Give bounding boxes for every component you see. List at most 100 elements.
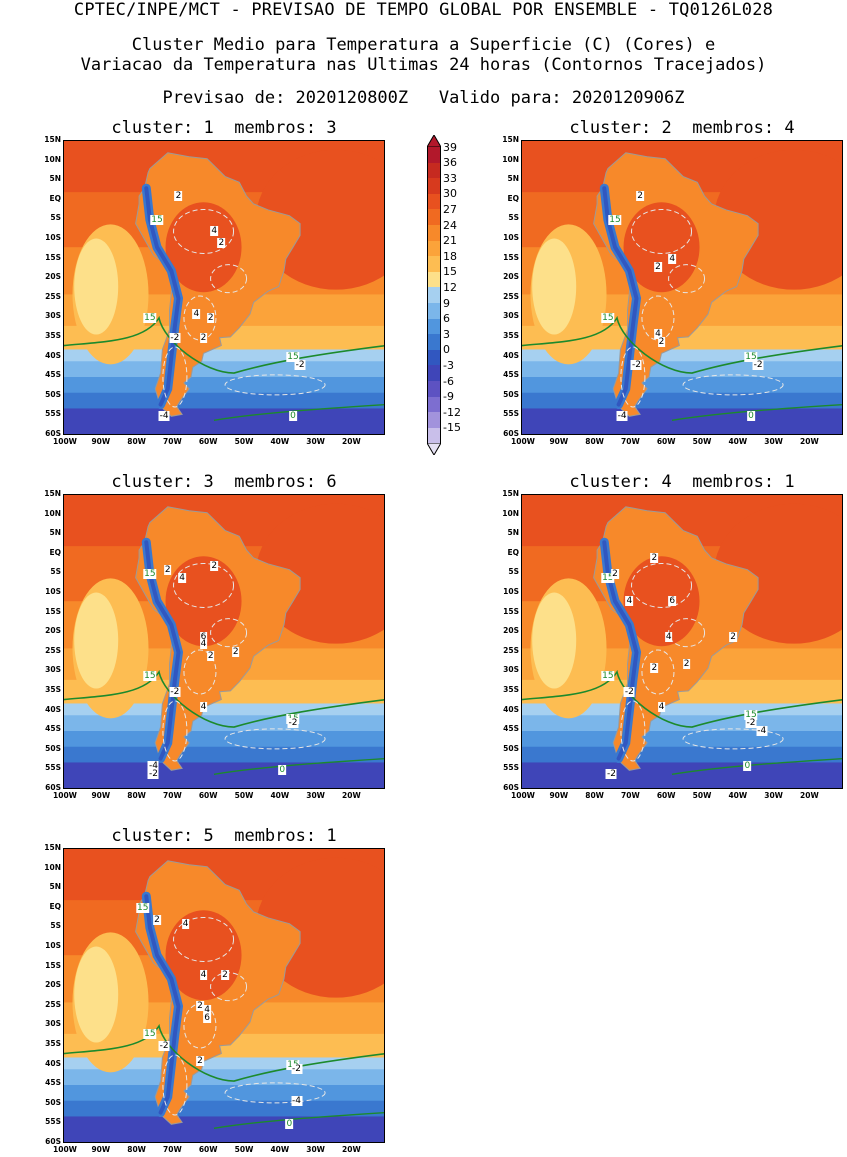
colorbar-segment xyxy=(427,178,441,194)
map-canvas xyxy=(64,495,384,788)
dashed-variation-contour xyxy=(162,700,188,762)
contour-15c xyxy=(64,1023,384,1082)
map-canvas xyxy=(522,495,842,788)
lat-tick-label: 5N xyxy=(49,174,62,184)
lat-tick-label: 15S xyxy=(45,606,61,616)
variation-label: 2 xyxy=(636,191,644,202)
variation-label: -2 xyxy=(623,686,635,697)
variation-label: -2 xyxy=(630,360,642,371)
andes-cold-core xyxy=(144,540,181,761)
lat-tick-label: 5S xyxy=(50,213,61,223)
contour-0c xyxy=(671,757,842,775)
colorbar-segment xyxy=(427,334,441,350)
colorbar-segment xyxy=(427,271,441,288)
variation-label: 2 xyxy=(217,238,226,249)
colorbar-tick-label: 3 xyxy=(443,327,450,341)
temperature-band xyxy=(64,715,384,732)
colorbar-segment xyxy=(427,225,441,241)
colorbar-tick-label: 15 xyxy=(443,265,457,279)
dashed-variation-contour xyxy=(162,1054,188,1116)
lat-tick-label: 15N xyxy=(44,489,61,498)
lat-tick-label: 35S xyxy=(503,685,519,694)
variation-label: 4 xyxy=(192,309,201,320)
lat-tick-label: 50S xyxy=(503,743,519,753)
temperature-band xyxy=(522,377,842,394)
lon-tick-label: 60W xyxy=(656,437,676,446)
andes-cold-core xyxy=(602,186,639,407)
temperature-map: 15 15 15 2 4 2 2 4 2 -2 -2 -4 0 xyxy=(63,140,385,435)
temperature-band xyxy=(522,762,842,788)
colorbar-top-arrow-shape xyxy=(427,135,441,147)
temperature-band xyxy=(64,377,384,394)
lat-tick-label: 25S xyxy=(503,645,519,655)
dashed-variation-contour xyxy=(682,728,784,750)
lon-tick-label: 30W xyxy=(764,791,783,800)
lat-tick-label: 5N xyxy=(507,528,520,538)
variation-label: 2 xyxy=(163,564,172,575)
colorbar-tick-label: 36 xyxy=(443,156,457,170)
colorbar-tick-label: 12 xyxy=(443,280,457,294)
isotherm-label: 15 xyxy=(601,313,615,323)
variation-label: 4 xyxy=(203,1005,211,1016)
lon-tick-label: 50W xyxy=(234,437,254,446)
temperature-band xyxy=(522,408,842,434)
lat-tick-label: 50S xyxy=(45,1097,61,1107)
colorbar-tick-label: -6 xyxy=(443,374,454,388)
contour-0c xyxy=(213,757,384,775)
lat-tick-label: 60S xyxy=(503,783,519,792)
variation-label: -2 xyxy=(169,686,181,697)
lat-tick-label: 20S xyxy=(45,272,61,282)
map-canvas xyxy=(522,141,842,434)
variation-label: 2 xyxy=(196,1001,204,1012)
variation-label: -2 xyxy=(605,769,617,780)
cool-ocean-core xyxy=(74,238,119,335)
isotherm-label: 0 xyxy=(743,761,752,772)
lat-tick-label: 20S xyxy=(503,272,519,282)
dashed-variation-contour xyxy=(210,264,248,294)
lat-tick-label: 50S xyxy=(503,389,519,399)
dashed-variation-contour xyxy=(173,916,235,962)
lat-tick-label: 60S xyxy=(45,429,61,438)
lat-tick-label: 15S xyxy=(45,252,61,262)
panel-title: cluster: 1 membros: 3 xyxy=(111,118,337,138)
variation-label: -2 xyxy=(294,360,306,371)
colorbar-segment xyxy=(427,396,441,413)
lat-tick-label: 60S xyxy=(45,1137,61,1146)
variation-label: 4 xyxy=(181,918,190,929)
lat-tick-label: 30S xyxy=(45,1019,61,1029)
contour-0c xyxy=(213,403,384,421)
isotherm-label: 0 xyxy=(747,411,755,422)
isotherm-label: 15 xyxy=(135,903,150,913)
isotherm-label: 0 xyxy=(289,411,297,422)
lat-tick-label: 15S xyxy=(503,252,519,262)
dashed-variation-contour xyxy=(162,346,188,408)
colorbar-segment xyxy=(427,240,441,257)
colorbar-tick-label: -12 xyxy=(443,405,461,419)
lat-tick-label: 40S xyxy=(503,350,519,360)
lat-tick-label: 35S xyxy=(503,331,519,340)
isotherm-label: 15 xyxy=(744,352,758,363)
lon-tick-label: 70W xyxy=(163,1145,182,1154)
dashed-variation-contour xyxy=(631,208,693,254)
lon-tick-label: 80W xyxy=(127,1145,146,1154)
contour-0c xyxy=(213,1111,384,1129)
lon-tick-label: 50W xyxy=(692,791,712,800)
variation-label: 2 xyxy=(206,313,215,323)
lat-tick-label: 10S xyxy=(45,233,61,242)
colorbar-segment xyxy=(427,427,441,444)
colorbar-tick-label: 9 xyxy=(443,296,450,310)
temperature-band xyxy=(64,392,384,410)
lat-tick-label: 40S xyxy=(45,704,61,714)
lon-tick-label: 90W xyxy=(91,791,111,800)
lon-tick-label: 70W xyxy=(621,437,640,446)
dashed-variation-contour xyxy=(620,700,646,762)
dashed-variation-contour xyxy=(173,562,235,608)
panel-title: cluster: 5 membros: 1 xyxy=(111,826,337,846)
lon-tick-label: 100W xyxy=(53,1145,77,1154)
colorbar-segment xyxy=(427,303,441,319)
variation-label: 4 xyxy=(199,702,208,713)
lon-tick-label: 90W xyxy=(549,437,569,446)
lon-tick-label: 20W xyxy=(800,437,819,446)
variation-label: 4 xyxy=(625,596,634,607)
lat-tick-label: 15N xyxy=(502,135,519,144)
